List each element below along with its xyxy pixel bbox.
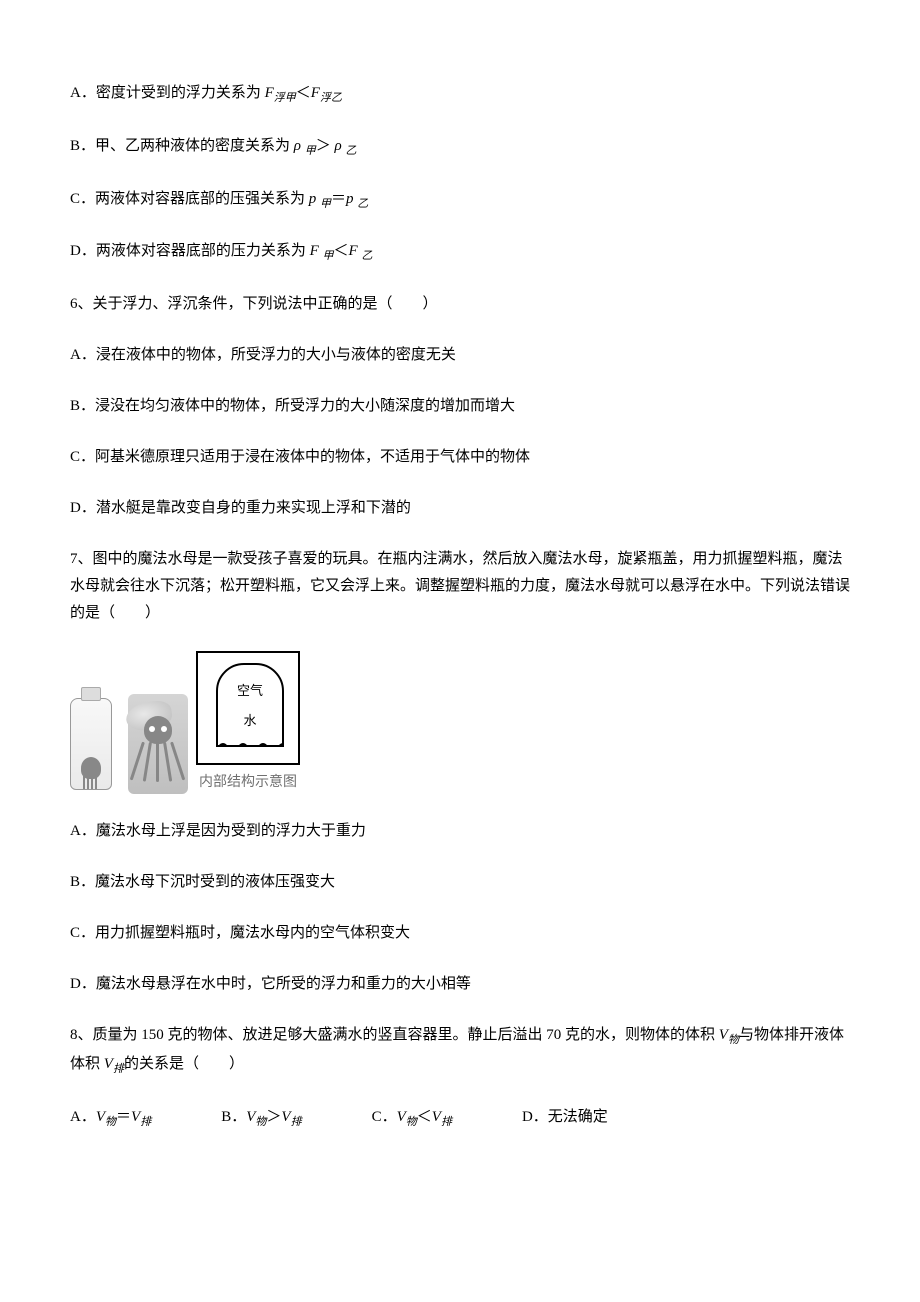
q8-option-a: A．V物＝V排	[70, 1104, 151, 1133]
var-rho: ρ	[334, 138, 341, 154]
jellyfish-photo-icon	[128, 694, 188, 794]
sub: 排	[140, 1116, 151, 1128]
op: ＞	[266, 1109, 281, 1125]
q6-option-a: A．浸在液体中的物体，所受浮力的大小与液体的密度无关	[70, 342, 850, 369]
var-v: V	[131, 1109, 140, 1125]
op: ＝	[116, 1109, 131, 1125]
sub: 乙	[345, 145, 356, 157]
op: ＝	[331, 191, 346, 207]
sub: 物	[255, 1116, 266, 1128]
q8-stem-c: 的关系是（ ）	[124, 1056, 244, 1072]
op: ＜	[296, 85, 311, 101]
diagram-wrap: 空气 水 内部结构示意图	[196, 651, 300, 794]
water-label: 水	[218, 709, 282, 732]
op: ＜	[417, 1109, 432, 1125]
q5-c-text: C．两液体对容器底部的压强关系为	[70, 191, 305, 207]
q6-option-d: D．潜水艇是靠改变自身的重力来实现上浮和下潜的	[70, 495, 850, 522]
q7-option-c: C．用力抓握塑料瓶时，魔法水母内的空气体积变大	[70, 920, 850, 947]
var-f: F	[311, 85, 320, 101]
q8-option-b: B．V物＞V排	[221, 1104, 301, 1133]
var-v: V	[96, 1109, 105, 1125]
var-v: V	[281, 1109, 290, 1125]
q7-option-b: B．魔法水母下沉时受到的液体压强变大	[70, 869, 850, 896]
q7-option-a: A．魔法水母上浮是因为受到的浮力大于重力	[70, 818, 850, 845]
air-label: 空气	[218, 679, 282, 702]
q5-option-b: B．甲、乙两种液体的密度关系为 ρ 甲＞ ρ 乙	[70, 133, 850, 162]
q8-option-d: D．无法确定	[522, 1104, 608, 1133]
sub-wu: 物	[728, 1034, 739, 1046]
opt-pre: D．	[522, 1109, 548, 1125]
q5-option-c: C．两液体对容器底部的压强关系为 p 甲＝p 乙	[70, 186, 850, 215]
op: ＜	[334, 243, 349, 259]
q5-a-text: A．密度计受到的浮力关系为	[70, 85, 261, 101]
q5-option-a: A．密度计受到的浮力关系为 F浮甲＜F浮乙	[70, 80, 850, 109]
sub: 物	[406, 1116, 417, 1128]
sub: 乙	[357, 198, 368, 210]
opt-pre: A．	[70, 1109, 96, 1125]
q5-option-d: D．两液体对容器底部的压力关系为 F 甲＜F 乙	[70, 238, 850, 267]
opt-pre: B．	[221, 1109, 246, 1125]
q6-stem: 6、关于浮力、浮沉条件，下列说法中正确的是（ ）	[70, 291, 850, 318]
sub: 甲	[305, 145, 316, 157]
var-v: V	[397, 1109, 406, 1125]
q7-stem: 7、图中的魔法水母是一款受孩子喜爱的玩具。在瓶内注满水，然后放入魔法水母，旋紧瓶…	[70, 546, 850, 627]
var-f: F	[349, 243, 358, 259]
sub: 乙	[361, 250, 372, 262]
sub: 排	[291, 1116, 302, 1128]
var-p: p	[346, 191, 354, 207]
q8-options-row: A．V物＝V排 B．V物＞V排 C．V物＜V排 D．无法确定	[70, 1104, 850, 1133]
var-v: V	[432, 1109, 441, 1125]
q6-option-b: B．浸没在均匀液体中的物体，所受浮力的大小随深度的增加而增大	[70, 393, 850, 420]
sub: 浮乙	[320, 92, 342, 104]
var-f: F	[310, 243, 319, 259]
sub-pai: 排	[113, 1063, 124, 1075]
sub: 排	[441, 1116, 452, 1128]
var-rho: ρ	[294, 138, 301, 154]
opt-text: 无法确定	[548, 1109, 608, 1125]
q6-option-c: C．阿基米德原理只适用于浸在液体中的物体，不适用于气体中的物体	[70, 444, 850, 471]
structure-diagram-icon: 空气 水	[196, 651, 300, 765]
sub: 浮甲	[274, 92, 296, 104]
var-v: V	[246, 1109, 255, 1125]
q5-b-text: B．甲、乙两种液体的密度关系为	[70, 138, 290, 154]
bottle-photo-icon	[70, 684, 120, 794]
var-v: V	[104, 1056, 113, 1072]
var-p: p	[309, 191, 317, 207]
q8-stem: 8、质量为 150 克的物体、放进足够大盛满水的竖直容器里。静止后溢出 70 克…	[70, 1022, 850, 1080]
opt-pre: C．	[372, 1109, 397, 1125]
q7-option-d: D．魔法水母悬浮在水中时，它所受的浮力和重力的大小相等	[70, 971, 850, 998]
var-f: F	[265, 85, 274, 101]
q7-figure: 空气 水 内部结构示意图	[70, 651, 850, 794]
q8-option-c: C．V物＜V排	[372, 1104, 452, 1133]
q5-d-text: D．两液体对容器底部的压力关系为	[70, 243, 306, 259]
op: ＞	[316, 138, 331, 154]
sub: 甲	[320, 198, 331, 210]
diagram-caption: 内部结构示意图	[196, 769, 300, 794]
q8-stem-a: 8、质量为 150 克的物体、放进足够大盛满水的竖直容器里。静止后溢出 70 克…	[70, 1027, 719, 1043]
sub: 甲	[323, 250, 334, 262]
var-v: V	[719, 1027, 728, 1043]
sub: 物	[105, 1116, 116, 1128]
